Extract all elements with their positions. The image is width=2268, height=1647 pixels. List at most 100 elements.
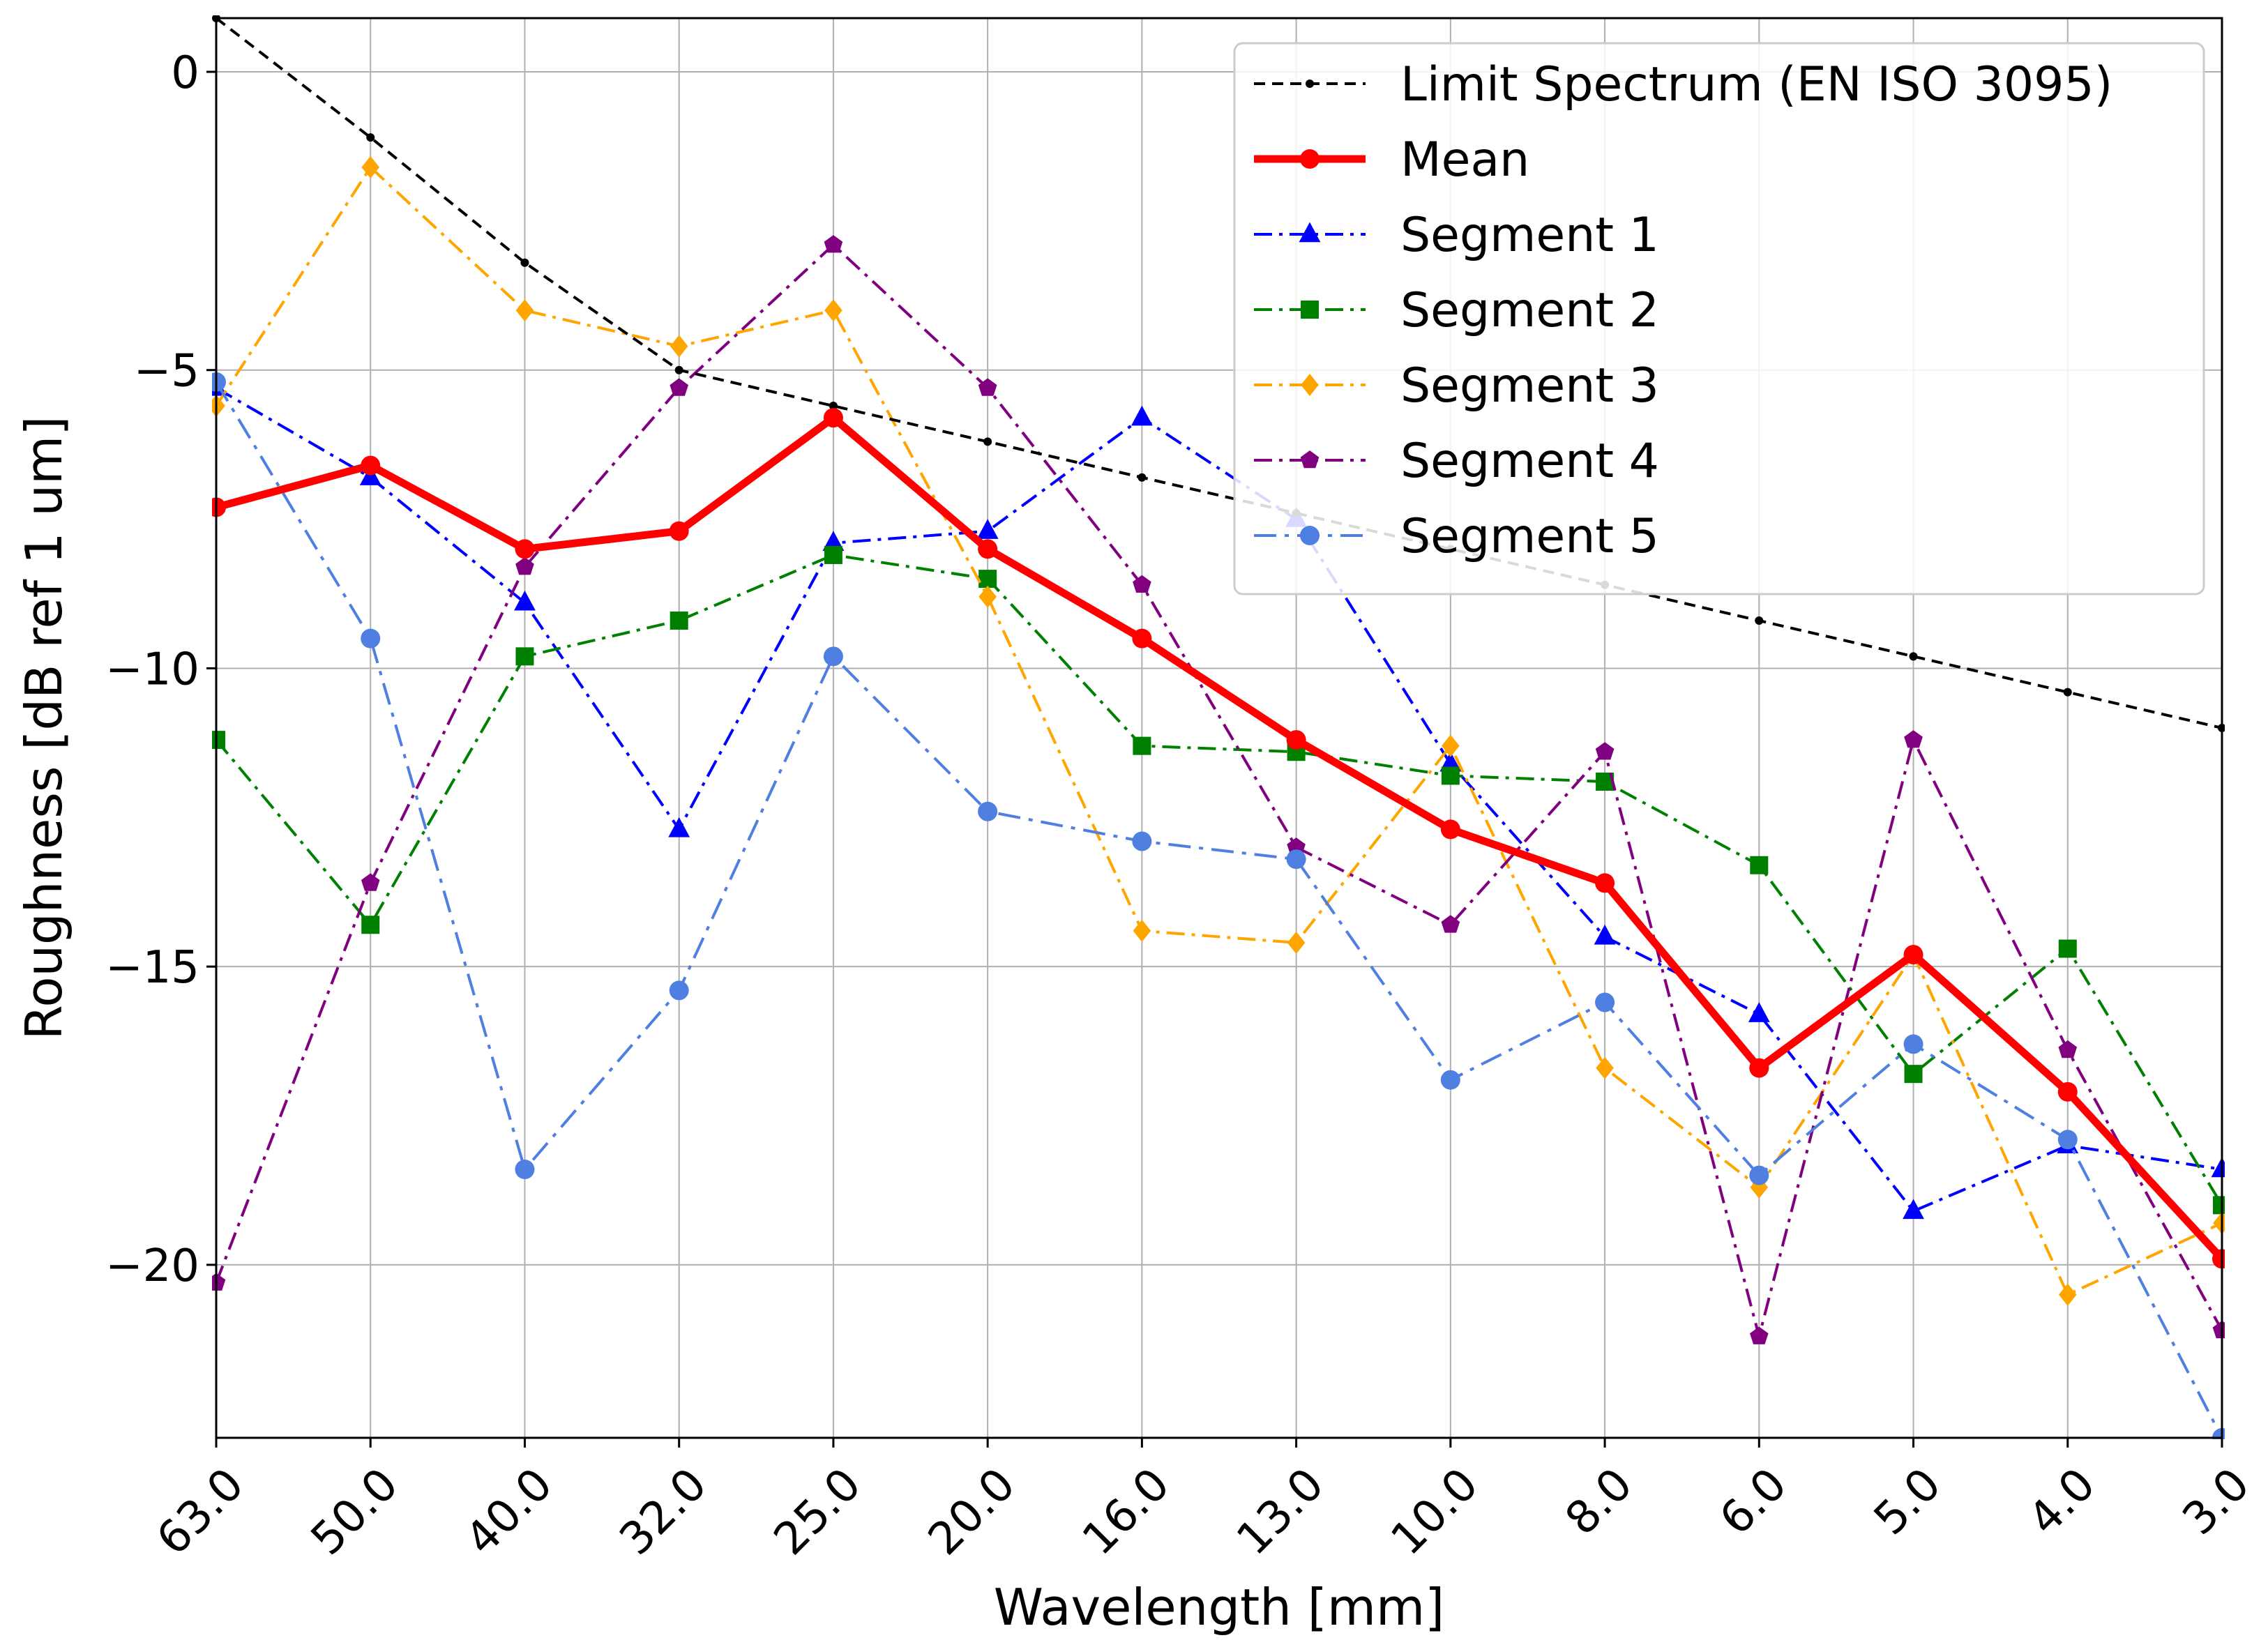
legend-label: Limit Spectrum (EN ISO 3095) <box>1400 57 2112 112</box>
data-point <box>669 521 689 541</box>
x-tick-label: 63.0 <box>147 1459 254 1565</box>
series-line <box>215 243 2223 1338</box>
data-point <box>1595 742 1615 760</box>
series-layer <box>212 15 2225 1439</box>
series-line <box>215 17 2223 729</box>
data-point <box>1749 1058 1769 1078</box>
legend-marker <box>1299 222 1321 243</box>
legend-marker <box>1301 374 1319 396</box>
legend-marker <box>1301 301 1319 319</box>
data-point <box>822 531 845 552</box>
data-point <box>1595 873 1615 893</box>
data-point <box>366 133 375 142</box>
data-point <box>2058 1283 2077 1306</box>
data-point <box>1132 831 1152 851</box>
data-point <box>823 408 843 428</box>
data-point <box>515 647 534 666</box>
data-point <box>983 437 992 446</box>
data-point <box>978 801 998 821</box>
x-axis-label: Wavelength [mm] <box>994 1578 1444 1637</box>
data-point <box>1748 1002 1770 1022</box>
data-point <box>514 590 536 611</box>
data-point <box>1133 919 1151 942</box>
x-tick-label: 20.0 <box>918 1459 1025 1565</box>
legend: Limit Spectrum (EN ISO 3095) Mean Segment … <box>1233 42 2205 595</box>
data-point <box>1755 616 1764 625</box>
y-tick-label: −10 <box>105 644 199 695</box>
data-point <box>361 916 380 934</box>
data-point <box>978 378 997 396</box>
data-point <box>1287 931 1306 954</box>
data-point <box>515 557 534 575</box>
data-point <box>2057 1130 2078 1150</box>
data-point <box>1904 1065 1923 1084</box>
series-line <box>215 413 2225 1262</box>
data-point <box>361 873 380 891</box>
legend-label: Mean <box>1400 132 1529 188</box>
plot-frame <box>215 17 2223 1439</box>
data-point <box>670 335 688 358</box>
y-tick-label: −20 <box>105 1240 199 1292</box>
data-point <box>1442 734 1460 757</box>
data-point <box>1137 473 1147 482</box>
series-line <box>215 381 2223 1439</box>
data-point <box>515 1160 535 1180</box>
data-point <box>1132 628 1152 648</box>
data-point <box>361 455 381 476</box>
data-point <box>361 155 380 179</box>
x-tick-label: 25.0 <box>764 1459 871 1565</box>
legend-box <box>1233 42 2205 595</box>
data-point <box>823 646 843 667</box>
x-tick-label: 4.0 <box>2019 1459 2106 1545</box>
data-point <box>1286 730 1306 750</box>
data-point <box>361 628 381 648</box>
legend-marker <box>1300 526 1320 545</box>
legend-label: Segment 4 <box>1400 434 1659 489</box>
data-point <box>978 585 997 608</box>
y-tick-label: −5 <box>134 346 199 397</box>
series-line <box>215 165 2223 1296</box>
data-point <box>674 365 683 374</box>
data-point <box>1133 736 1151 755</box>
data-point <box>520 258 529 267</box>
data-point <box>824 299 842 322</box>
data-point <box>978 570 997 589</box>
x-tick-label: 50.0 <box>301 1459 408 1565</box>
data-point <box>1286 849 1306 870</box>
data-point <box>1440 819 1460 840</box>
data-point <box>824 545 842 564</box>
data-point <box>2063 688 2072 697</box>
y-tick-label: 0 <box>171 47 199 99</box>
series-1 <box>212 408 2225 1269</box>
data-point <box>1903 1199 1924 1220</box>
data-point <box>515 539 535 559</box>
data-point <box>1441 915 1460 933</box>
data-point <box>1441 766 1460 785</box>
series-0 <box>212 15 2225 732</box>
x-tick-label: 10.0 <box>1382 1459 1488 1565</box>
series-line <box>215 386 2223 1213</box>
data-point <box>2057 1081 2078 1102</box>
data-point <box>1903 945 1923 965</box>
data-point <box>1903 1034 1923 1054</box>
series-5 <box>212 235 2225 1344</box>
series-line <box>215 553 2223 1206</box>
data-point <box>670 378 688 396</box>
data-point <box>1749 1165 1769 1185</box>
x-tick-label: 13.0 <box>1227 1459 1334 1565</box>
y-tick-label: −15 <box>105 942 199 994</box>
data-point <box>2058 939 2077 958</box>
legend-marker <box>1306 79 1314 88</box>
x-tick-label: 32.0 <box>610 1459 717 1565</box>
data-point <box>976 519 999 539</box>
data-point <box>1439 751 1462 772</box>
y-axis-label: Roughness [dB ref 1 um] <box>15 416 73 1040</box>
data-point <box>2058 1040 2078 1058</box>
data-point <box>670 612 688 630</box>
legend-label: Segment 5 <box>1400 509 1659 564</box>
legend-label: Segment 1 <box>1400 208 1659 263</box>
legend-marker <box>1300 149 1320 169</box>
data-point <box>669 980 689 1001</box>
x-tick-label: 16.0 <box>1073 1459 1179 1565</box>
